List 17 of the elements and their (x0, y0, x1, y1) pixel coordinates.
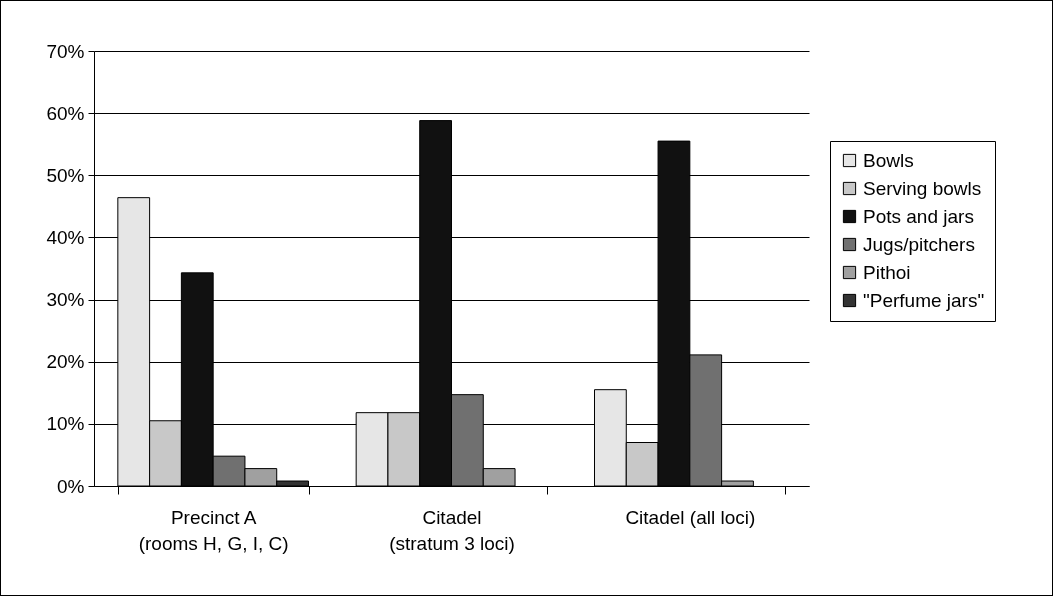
y-tick-label: 60% (46, 102, 85, 124)
legend-label: Serving bowls (863, 177, 982, 199)
legend-label: Pots and jars (863, 205, 974, 227)
y-tick-label: 70% (46, 40, 85, 62)
y-tick-label: 50% (46, 164, 85, 186)
x-tick-label: Citadel (stratum 3 loci) (389, 506, 515, 554)
x-tick-label: Precinct A (rooms H, G, I, C) (138, 506, 289, 554)
y-tick-label: 0% (57, 475, 85, 497)
y-tick-label: 20% (46, 351, 85, 373)
x-tick-label: Citadel (all loci) (625, 506, 756, 528)
legend-label: Pithoi (863, 261, 911, 283)
legend-label: "Perfume jars" (863, 289, 985, 311)
y-tick-label: 10% (46, 413, 85, 435)
y-tick-label: 40% (46, 226, 85, 248)
y-tick-label: 30% (46, 289, 85, 311)
legend-label: Bowls (863, 149, 914, 171)
legend-label: Jugs/pitchers (863, 233, 975, 255)
